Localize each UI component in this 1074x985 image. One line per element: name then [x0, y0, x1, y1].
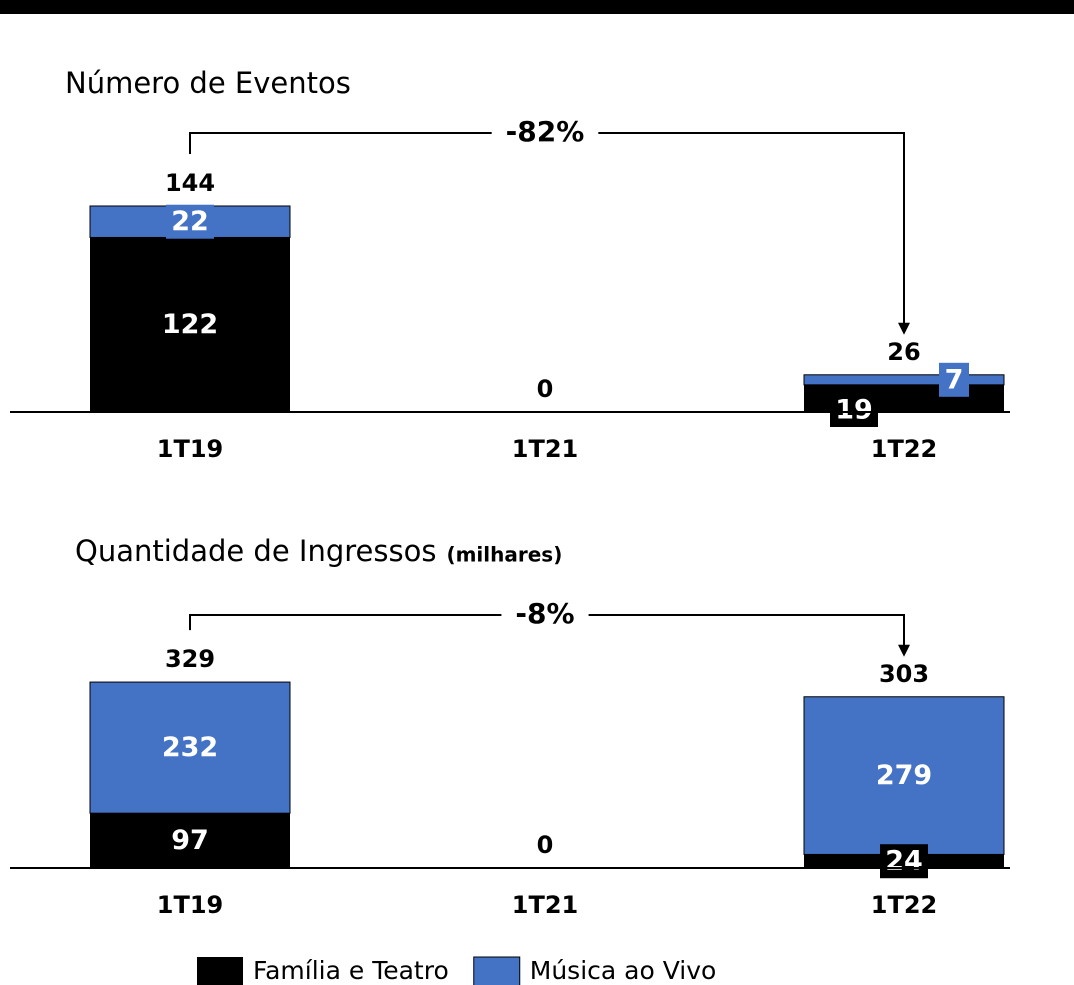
bracket: [189, 132, 905, 325]
x-tick-label: 1T21: [512, 435, 578, 463]
segment-label: 97: [171, 825, 209, 856]
annotation: -82%: [506, 115, 585, 148]
chart-title: Número de Eventos: [65, 66, 351, 100]
label-box: [166, 204, 214, 239]
total-label: 26: [887, 338, 920, 366]
legend-label: Família e Teatro: [253, 956, 449, 985]
bar-segment: [803, 374, 1005, 386]
bar-segment: [89, 681, 291, 814]
segment-label: 279: [876, 760, 932, 791]
legend-swatch: [473, 956, 521, 985]
segment-label: 22: [171, 206, 209, 237]
label-box: [880, 844, 928, 879]
chart-title: Quantidade de Ingressos: [75, 534, 436, 568]
total-label: 303: [879, 660, 929, 688]
x-tick-label: 1T19: [157, 435, 223, 463]
annotation: -8%: [515, 597, 574, 630]
bar-segment: [803, 696, 1005, 855]
segment-label: 122: [162, 309, 218, 340]
arrow-head: [898, 322, 910, 335]
x-tick-label: 1T19: [157, 891, 223, 919]
chart-subtitle: (milhares): [446, 543, 562, 567]
label-box: [830, 393, 878, 427]
total-label: 144: [165, 169, 215, 197]
x-tick-label: 1T22: [871, 891, 937, 919]
segment-label: 19: [835, 395, 873, 426]
bar-segment: [90, 813, 290, 868]
legend-swatch: [197, 957, 243, 985]
segment-label: 7: [945, 364, 964, 395]
total-label: 0: [537, 831, 554, 859]
total-label: 0: [537, 375, 554, 403]
arrow-head: [898, 644, 910, 657]
x-tick-label: 1T22: [871, 435, 937, 463]
total-label: 329: [165, 645, 215, 673]
x-tick-label: 1T21: [512, 891, 578, 919]
bracket: [189, 614, 905, 647]
bar-segment: [90, 237, 290, 412]
segment-label: 24: [885, 846, 923, 877]
segment-label: 232: [162, 732, 218, 763]
label-box: [939, 362, 969, 397]
legend-label: Música ao Vivo: [530, 956, 717, 985]
top-rule: [0, 0, 1074, 14]
